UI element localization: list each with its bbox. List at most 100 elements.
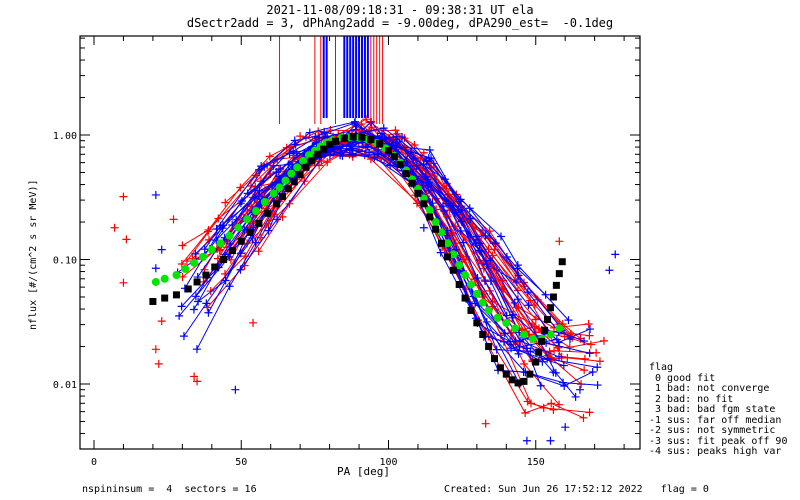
blue-plus-marker	[552, 335, 561, 344]
red-plus-marker	[203, 227, 212, 236]
blue-plus-marker	[513, 295, 522, 304]
green-fit-point	[466, 280, 475, 289]
black-fit-point	[320, 145, 328, 153]
black-fit-point	[390, 153, 398, 161]
red-plus-marker	[555, 237, 564, 246]
blue-plus-marker	[228, 220, 237, 229]
black-fit-point	[443, 253, 451, 261]
red-plus-marker	[203, 303, 212, 312]
blue-plus-marker	[538, 357, 547, 366]
black-fit-point	[237, 237, 245, 245]
red-plus-marker	[585, 408, 594, 417]
blue-plus-marker	[456, 226, 465, 235]
flag-legend: flag 0 good fit 1 bad: not converge 2 ba…	[649, 362, 787, 458]
green-fit-point	[293, 163, 302, 172]
black-fit-point	[314, 150, 322, 158]
blue-plus-marker	[351, 117, 360, 126]
green-fit-point	[234, 223, 243, 232]
black-fit-point	[228, 247, 236, 255]
legend-title: flag	[649, 362, 674, 373]
upper-bound-lines	[279, 36, 384, 124]
green-fit-point	[449, 250, 458, 259]
blue-plus-marker	[325, 151, 334, 160]
legend-item: 0 good fit	[649, 372, 716, 384]
blue-plus-marker	[412, 161, 421, 170]
green-fit-point	[207, 245, 216, 254]
blue-plus-marker	[175, 311, 184, 320]
blue-plus-marker	[236, 199, 245, 208]
red-plus-marker	[441, 184, 450, 193]
black-fit-point	[467, 306, 475, 314]
green-fit-point	[425, 205, 434, 214]
green-fit-point	[190, 258, 199, 267]
blue-plus-marker	[455, 197, 464, 206]
black-fit-point	[246, 228, 254, 236]
red-plus-marker	[221, 198, 230, 207]
red-plus-marker	[151, 345, 160, 354]
black-fit-point	[502, 370, 510, 378]
y-tick-label: 0.10	[53, 256, 77, 267]
red-plus-marker	[362, 115, 371, 124]
green-fit-point	[243, 215, 252, 224]
blue-plus-marker	[219, 221, 228, 230]
blue-plus-marker	[423, 181, 432, 190]
blue-plus-marker	[502, 311, 511, 320]
red-plus-marker	[547, 399, 556, 408]
black-fit-point	[296, 171, 304, 179]
blue-plus-marker	[179, 332, 188, 341]
black-fit-point	[264, 209, 272, 217]
x-tick-label: 50	[235, 457, 247, 468]
black-fit-point	[479, 330, 487, 338]
blue-plus-marker	[260, 162, 269, 171]
green-fit-point	[455, 261, 464, 270]
green-fit-point	[304, 151, 313, 160]
green-fit-point	[216, 239, 225, 248]
blue-plus-marker	[370, 153, 379, 162]
blue-plus-marker	[189, 305, 198, 314]
blue-plus-marker	[425, 146, 434, 155]
legend-item: 2 bad: no fit	[649, 393, 734, 405]
blue-plus-marker	[522, 436, 531, 445]
black-fit-point	[220, 256, 228, 263]
green-fit-point	[546, 330, 555, 339]
blue-plus-marker	[225, 282, 234, 291]
blue-plus-marker	[481, 231, 490, 240]
blue-plus-marker	[486, 277, 495, 286]
green-fit-point	[493, 313, 502, 322]
blue-plus-marker	[526, 347, 535, 356]
footer-info: nspininsum = 4 sectors = 16	[82, 484, 257, 495]
black-fit-point	[420, 200, 428, 208]
legend-item: -4 sus: peaks high var	[649, 446, 782, 457]
blue-plus-marker	[593, 363, 602, 372]
red-plus-marker	[122, 235, 131, 244]
blue-plus-marker	[499, 337, 508, 346]
black-fit-point	[546, 304, 554, 312]
blue-plus-marker	[424, 154, 433, 163]
blue-plus-marker	[536, 381, 545, 390]
blue-plus-marker	[510, 298, 519, 307]
x-tick-label: 100	[379, 457, 397, 468]
blue-plus-marker	[593, 381, 602, 390]
red-plus-marker	[580, 354, 589, 363]
green-fit-point	[528, 334, 537, 343]
black-fit-point	[326, 140, 334, 148]
blue-plus-marker	[377, 129, 386, 138]
blue-plus-marker	[290, 136, 299, 145]
blue-plus-marker	[492, 345, 501, 354]
black-fit-point	[255, 219, 263, 227]
black-fit-point	[273, 200, 281, 208]
red-plus-marker	[301, 133, 310, 142]
green-fit-point	[172, 271, 181, 280]
blue-plus-marker	[580, 337, 589, 346]
green-fit-point	[431, 218, 440, 227]
black-fit-point	[449, 266, 457, 274]
blue-plus-marker	[491, 239, 500, 248]
black-fit-point	[455, 280, 463, 288]
legend-item: -2 sus: not symmetric	[649, 425, 776, 436]
blue-plus-marker	[151, 264, 160, 273]
red-plus-marker	[355, 126, 364, 135]
axes: 0 50 100 150 0.01 0.10 1.00	[53, 35, 641, 468]
black-fit-point	[193, 278, 201, 286]
blue-plus-marker	[559, 361, 568, 370]
blue-plus-marker	[605, 266, 614, 275]
